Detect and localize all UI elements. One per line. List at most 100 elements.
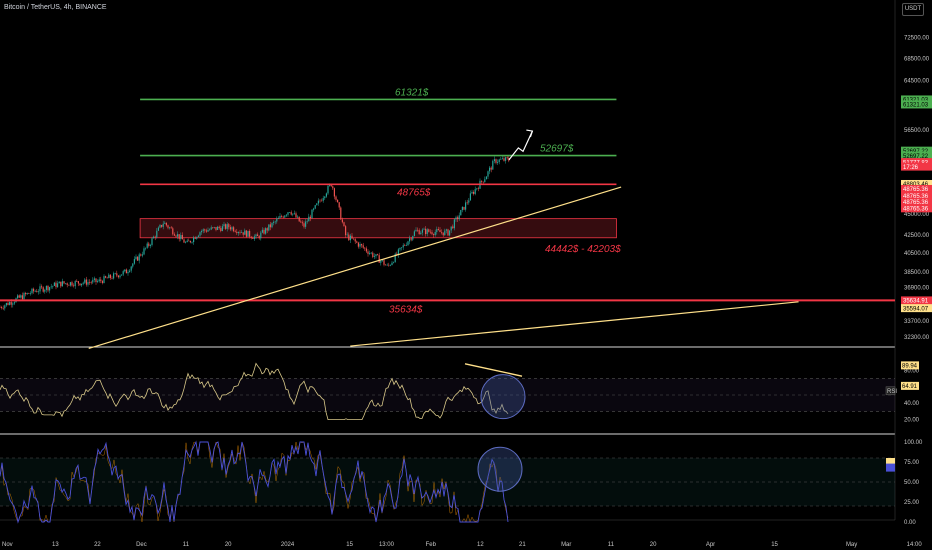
candle-body (317, 200, 319, 204)
candle-body (58, 281, 60, 284)
candle-body (482, 181, 484, 183)
candle-body (481, 180, 483, 182)
candle-body (154, 236, 156, 238)
candle-body (461, 206, 463, 211)
x-tick-label: 15 (346, 542, 353, 548)
currency-selector[interactable]: USDT (902, 3, 924, 16)
candle-body (386, 264, 388, 266)
candle-body (167, 225, 169, 228)
candle-body (185, 241, 187, 243)
price-tag (901, 162, 932, 171)
stoch-tick-label: 25.00 (904, 500, 920, 506)
candle-body (378, 255, 380, 263)
candle-body (396, 253, 398, 255)
candle-body (269, 224, 271, 228)
candle-body (415, 229, 417, 232)
candle-body (471, 191, 473, 194)
candle-body (209, 229, 211, 231)
candle-body (85, 279, 87, 285)
candle-body (36, 291, 38, 293)
candle-body (500, 159, 502, 160)
price-tag (901, 304, 932, 313)
candle-body (125, 269, 127, 274)
candle-body (5, 302, 7, 306)
candle-body (349, 235, 351, 241)
candle-body (143, 248, 145, 255)
candle-body (242, 232, 244, 235)
x-tick-label: 13:00 (379, 542, 395, 548)
candle-body (417, 229, 419, 231)
candle-body (223, 224, 225, 227)
candle-body (218, 226, 220, 229)
price-tag (901, 151, 932, 160)
candle-body (20, 295, 22, 298)
rsi-line (0, 362, 509, 421)
candle-body (37, 291, 39, 293)
candle-body (207, 230, 209, 232)
x-tick-label: 14:00 (907, 542, 923, 548)
y-tick-label: 68500.00 (904, 56, 930, 62)
candle-body (489, 167, 491, 172)
candle-body (453, 219, 455, 229)
candle-body (425, 228, 427, 235)
candle-body (236, 231, 238, 234)
candle-body (410, 238, 412, 240)
candle-body (106, 277, 108, 279)
candle-body (492, 161, 494, 170)
candle-body (162, 223, 164, 227)
candle-body (445, 229, 447, 231)
candle-body (63, 281, 65, 284)
candle-body (279, 215, 281, 218)
candle-body (332, 186, 334, 189)
stoch-tick-label: 100.00 (904, 440, 923, 446)
candle-body (321, 200, 323, 202)
candle-body (306, 221, 308, 222)
candle-body (441, 232, 443, 233)
candle-body (212, 227, 214, 229)
candle-body (506, 157, 508, 159)
candle-body (439, 230, 441, 233)
candle-body (375, 254, 377, 257)
candle-body (365, 248, 367, 252)
price-tag (901, 204, 932, 213)
candle-body (463, 206, 465, 210)
candle-body (434, 232, 436, 236)
y-tick-label: 45000.00 (904, 212, 930, 218)
candle-body (148, 243, 150, 246)
candle-body (4, 305, 6, 309)
candle-body (289, 212, 291, 213)
candle-body (338, 202, 340, 208)
candle-body (90, 282, 92, 283)
price-tag (901, 95, 932, 104)
candle-body (449, 230, 451, 236)
candle-body (81, 283, 83, 286)
candle-body (401, 247, 403, 248)
candle-body (261, 229, 263, 233)
rsi-label: RSI (887, 389, 897, 395)
price-tag (901, 296, 932, 305)
candle-body (26, 293, 28, 295)
candle-body (468, 200, 470, 203)
candle-body (391, 262, 393, 266)
y-tick-label: 40500.00 (904, 251, 930, 257)
candle-body (244, 230, 246, 235)
candle-body (455, 217, 457, 220)
candle-body (12, 303, 14, 305)
candle-body (23, 293, 25, 300)
candle-body (447, 229, 449, 236)
price-tag (901, 100, 932, 109)
candle-body (233, 227, 235, 232)
candle-body (359, 244, 361, 247)
candle-body (193, 237, 195, 243)
price-tag (901, 184, 932, 193)
candle-body (466, 202, 468, 204)
candle-body (364, 247, 366, 249)
candle-body (129, 270, 131, 272)
candle-body (157, 227, 159, 231)
candle-body (50, 286, 52, 288)
candle-body (380, 260, 382, 263)
candle-body (183, 239, 185, 243)
y-tick-label: 36900.00 (904, 285, 930, 291)
y-tick-label: 33700.00 (904, 319, 930, 325)
candle-body (181, 235, 183, 240)
